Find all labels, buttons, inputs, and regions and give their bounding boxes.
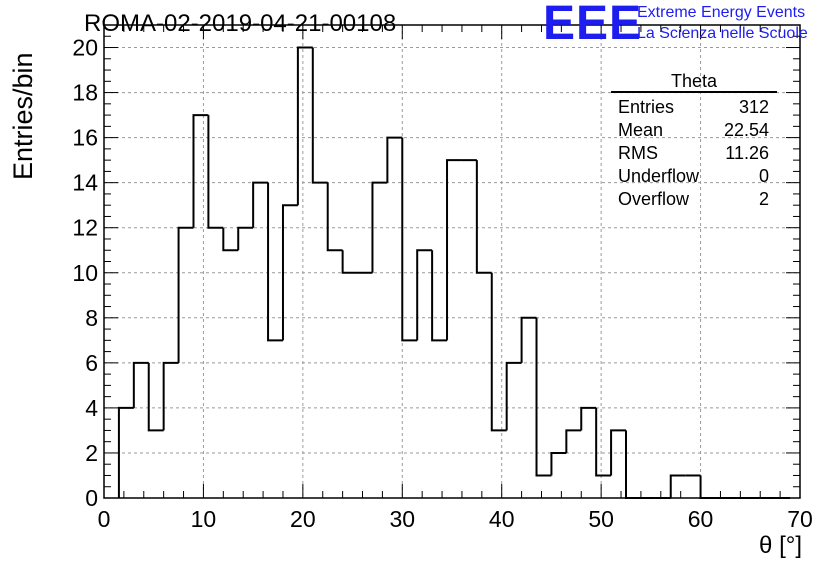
histogram-bin: [550, 451, 567, 476]
x-tick-label: 60: [688, 506, 714, 532]
histogram-bin: [699, 475, 716, 499]
eee-logo: EEE: [543, 0, 643, 50]
stats-title: Theta: [611, 71, 777, 93]
y-tick-label: 2: [85, 440, 98, 466]
x-tick-label: 70: [787, 506, 813, 532]
y-axis-label: Entries/bin: [8, 52, 38, 180]
y-tick-label: 6: [85, 350, 98, 376]
histogram-bin: [505, 361, 522, 431]
y-tick-label: 0: [85, 485, 98, 511]
histogram-bin: [237, 226, 254, 251]
histogram-bin: [132, 361, 149, 408]
x-tick-label: 40: [489, 506, 515, 532]
histogram-bin: [401, 137, 418, 342]
histogram-bin: [669, 474, 686, 498]
histogram-bin: [281, 204, 298, 341]
x-tick-label: 10: [191, 506, 217, 532]
y-tick-label: 4: [85, 395, 98, 421]
stats-label: Mean: [618, 120, 664, 140]
axis-ticks: [103, 24, 801, 499]
x-axis-label: θ [°]: [759, 532, 802, 559]
stats-row-entries: Entries 312: [611, 96, 777, 119]
histogram-bin: [386, 136, 403, 183]
histogram-bin: [416, 249, 433, 341]
stats-label: Entries: [618, 97, 675, 117]
histogram-bin: [147, 362, 164, 432]
histogram-bin: [177, 226, 194, 363]
histogram-bin: [311, 47, 328, 184]
histogram-bin: [446, 159, 462, 341]
stats-row-rms: RMS 11.26: [611, 142, 777, 165]
histogram-bin: [341, 250, 358, 274]
histogram-bin: [296, 46, 313, 206]
histogram-bin: [371, 181, 388, 273]
y-tick-label: 16: [72, 125, 98, 151]
histogram-bin: [475, 160, 492, 274]
logo-line-1: Extreme Energy Events: [637, 4, 806, 21]
histogram-bin: [580, 406, 597, 431]
stats-value: 11.26: [725, 143, 769, 163]
histogram-bin: [117, 406, 134, 498]
run-title: ROMA-02-2019-04-21-00108: [84, 10, 397, 37]
y-tick-label: 12: [72, 215, 98, 241]
y-tick-label: 8: [85, 305, 98, 331]
histogram-bin: [222, 227, 239, 252]
stats-value: 312: [738, 97, 769, 117]
histogram-bin: [252, 181, 269, 228]
histogram-bin: [565, 429, 582, 453]
y-tick-label: 18: [72, 80, 98, 106]
stats-row-underflow: Underflow 0: [611, 165, 777, 188]
histogram-bin: [267, 182, 283, 342]
histogram-bin: [162, 361, 179, 431]
x-tick-label: 0: [98, 506, 111, 532]
stats-label: Underflow: [618, 166, 700, 186]
x-tick-label: 30: [389, 506, 415, 532]
histogram-bin: [520, 316, 537, 363]
histogram-bars: [117, 46, 791, 499]
x-tick-label: 20: [290, 506, 316, 532]
logo-line-2: La Scienza nelle Scuole: [637, 25, 808, 42]
histogram-bin: [610, 429, 626, 476]
stats-value: 0: [758, 166, 769, 186]
histogram-bin: [595, 407, 612, 477]
y-tick-label: 20: [72, 35, 98, 61]
stats-row-mean: Mean 22.54: [611, 119, 777, 142]
y-tick-label: 10: [72, 260, 98, 286]
stats-box: Theta Entries 312 Mean 22.54 RMS 11.26 U…: [611, 71, 777, 211]
histogram-bin: [625, 430, 641, 499]
histogram-bin: [326, 182, 343, 252]
histogram-bin: [490, 272, 507, 432]
histogram-bin: [192, 114, 209, 228]
stats-label: Overflow: [618, 189, 690, 209]
x-tick-label: 50: [588, 506, 614, 532]
stats-value: 2: [758, 189, 769, 209]
grid-lines: [104, 25, 800, 498]
y-tick-label: 14: [72, 170, 98, 196]
histogram-bin: [207, 115, 224, 229]
stats-row-overflow: Overflow 2: [611, 188, 777, 211]
stats-label: RMS: [618, 143, 658, 163]
histogram-bin: [431, 250, 448, 342]
histogram-bin: [535, 317, 552, 477]
stats-value: 22.54: [723, 120, 769, 140]
